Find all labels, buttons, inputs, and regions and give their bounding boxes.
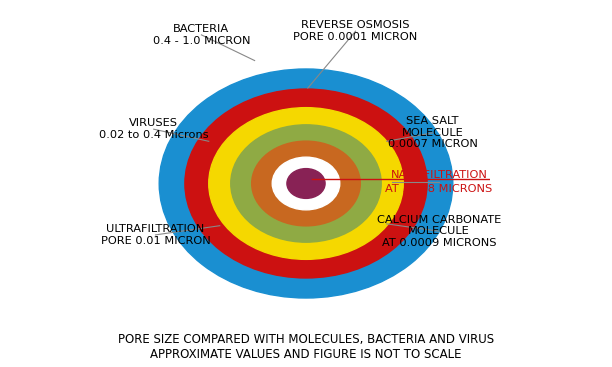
Ellipse shape	[209, 108, 403, 259]
Ellipse shape	[272, 157, 340, 210]
Text: SEA SALT
MOLECULE
0.0007 MICRON: SEA SALT MOLECULE 0.0007 MICRON	[387, 116, 477, 149]
Text: VIRUSES
0.02 to 0.4 Microns: VIRUSES 0.02 to 0.4 Microns	[99, 119, 209, 140]
Text: PORE SIZE COMPARED WITH MOLECULES, BACTERIA AND VIRUS
APPROXIMATE VALUES AND FIG: PORE SIZE COMPARED WITH MOLECULES, BACTE…	[118, 333, 494, 361]
Ellipse shape	[231, 125, 381, 242]
Text: ULTRAFILTRATION
PORE 0.01 MICRON: ULTRAFILTRATION PORE 0.01 MICRON	[100, 224, 211, 246]
Text: AT .0008 MICRONS: AT .0008 MICRONS	[385, 184, 493, 194]
Text: BACTERIA
0.4 - 1.0 MICRON: BACTERIA 0.4 - 1.0 MICRON	[152, 24, 250, 46]
Ellipse shape	[185, 89, 427, 278]
Text: CALCIUM CARBONATE
MOLECULE
AT 0.0009 MICRONS: CALCIUM CARBONATE MOLECULE AT 0.0009 MIC…	[377, 215, 501, 248]
Ellipse shape	[287, 168, 325, 199]
Text: NANOFILTRATION: NANOFILTRATION	[390, 170, 487, 180]
Ellipse shape	[252, 141, 360, 226]
Ellipse shape	[159, 69, 453, 298]
Text: REVERSE OSMOSIS
PORE 0.0001 MICRON: REVERSE OSMOSIS PORE 0.0001 MICRON	[293, 21, 417, 42]
